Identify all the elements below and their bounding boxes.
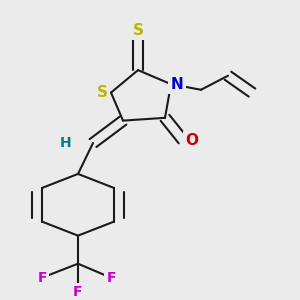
Text: F: F — [106, 271, 116, 285]
Text: H: H — [60, 136, 72, 150]
Text: F: F — [73, 285, 83, 299]
Text: S: S — [97, 85, 107, 100]
Text: F: F — [37, 271, 47, 285]
Text: N: N — [171, 77, 183, 92]
Text: O: O — [185, 133, 199, 148]
Text: S: S — [133, 23, 143, 38]
